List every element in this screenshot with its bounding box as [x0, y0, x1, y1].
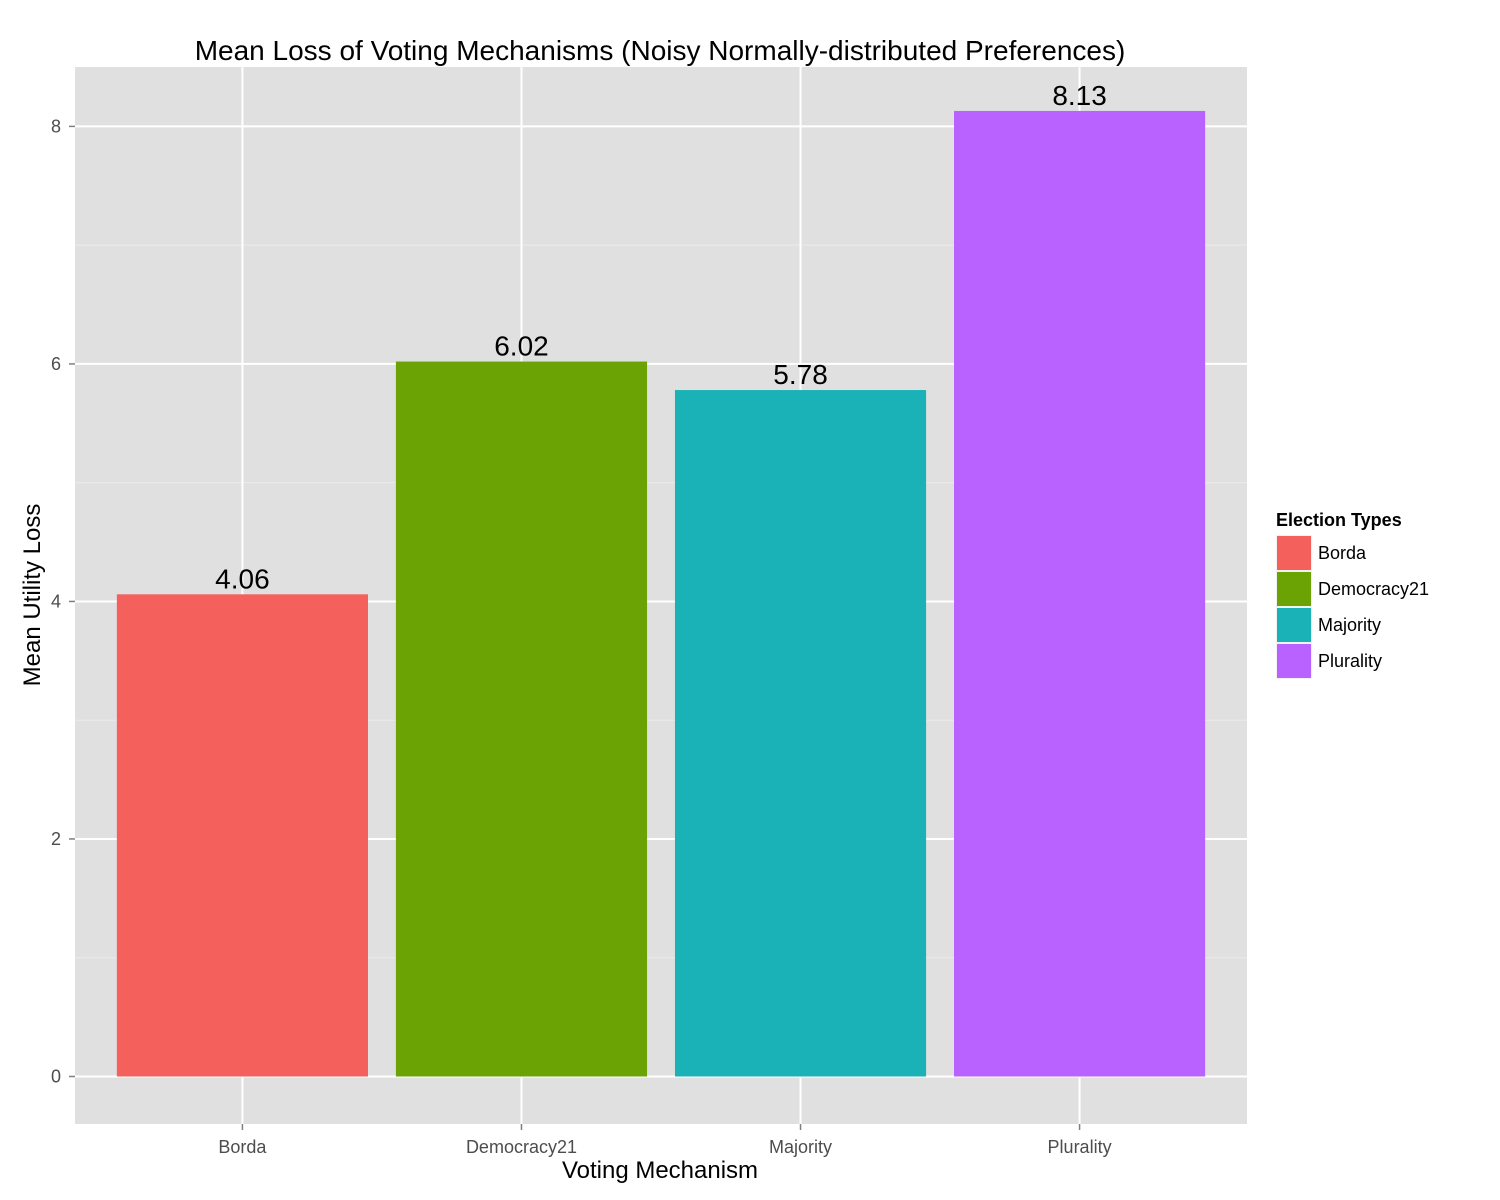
legend-swatch [1277, 608, 1311, 642]
y-axis: 0 2 4 6 8 [51, 116, 75, 1086]
legend-item: Plurality [1276, 643, 1382, 679]
data-label-borda: 4.06 [215, 563, 270, 594]
legend-swatch [1277, 536, 1311, 570]
legend-item: Borda [1276, 535, 1367, 571]
legend-item: Majority [1276, 607, 1381, 643]
bar-democracy21 [395, 361, 648, 1077]
legend-items: Borda Democracy21 Majority Plurality [1276, 535, 1429, 679]
legend-swatch [1277, 572, 1311, 606]
x-axis: Borda Democracy21 Majority Plurality [218, 1124, 1112, 1157]
data-labels: 4.06 6.02 5.78 8.13 [215, 80, 1107, 594]
legend-label: Majority [1318, 615, 1381, 635]
data-label-plurality: 8.13 [1052, 80, 1107, 111]
data-label-majority: 5.78 [773, 359, 828, 390]
legend: Election Types Borda Democracy21 Majority P… [1276, 510, 1429, 679]
x-tick-label: Democracy21 [466, 1137, 577, 1157]
legend-label: Borda [1318, 543, 1367, 563]
x-tick-label: Majority [769, 1137, 832, 1157]
legend-label: Plurality [1318, 651, 1382, 671]
bar-majority [674, 390, 927, 1077]
y-tick-label: 2 [51, 829, 61, 849]
data-label-democracy21: 6.02 [494, 331, 549, 362]
chart-title: Mean Loss of Voting Mechanisms (Noisy No… [195, 35, 1126, 66]
y-tick-label: 8 [51, 116, 61, 136]
bar-borda [116, 594, 368, 1077]
x-axis-title: Voting Mechanism [562, 1157, 758, 1184]
y-tick-label: 6 [51, 354, 61, 374]
y-tick-label: 4 [51, 591, 61, 611]
legend-title: Election Types [1276, 510, 1402, 530]
x-tick-label: Plurality [1048, 1137, 1112, 1157]
bars [116, 110, 1206, 1077]
legend-swatch [1277, 644, 1311, 678]
y-axis-title: Mean Utility Loss [19, 504, 46, 687]
legend-label: Democracy21 [1318, 579, 1429, 599]
x-tick-label: Borda [218, 1137, 267, 1157]
bar-plurality [954, 110, 1206, 1077]
y-tick-label: 0 [51, 1066, 61, 1086]
legend-item: Democracy21 [1276, 571, 1429, 607]
